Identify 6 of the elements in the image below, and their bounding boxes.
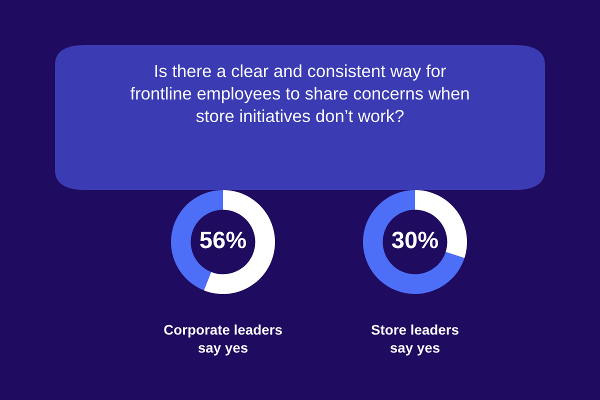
- chart-title: Is there a clear and consistent way for frontline employees to share concerns when store initiatives don’t work?: [130, 64, 469, 122]
- donut-slice: [363, 190, 464, 294]
- data-label: 30%: [392, 232, 438, 248]
- text: Corporate leaders say yes: [164, 324, 282, 356]
- data-label: 56%: [200, 232, 246, 248]
- text: Store leaders say yes: [371, 324, 458, 356]
